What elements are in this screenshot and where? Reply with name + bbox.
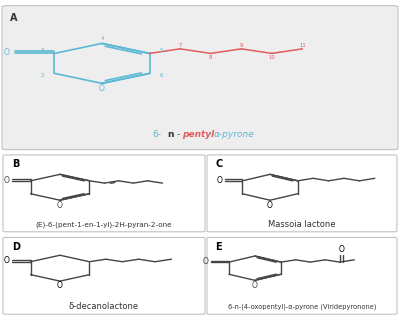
Text: 6-: 6-	[152, 130, 162, 139]
FancyBboxPatch shape	[3, 237, 205, 314]
Text: O: O	[252, 281, 258, 290]
Text: pentyl: pentyl	[182, 130, 215, 139]
FancyBboxPatch shape	[207, 237, 397, 314]
Text: α-pyrone: α-pyrone	[214, 130, 255, 139]
Text: -: -	[176, 130, 179, 139]
Text: 2: 2	[41, 73, 44, 78]
Text: 8: 8	[209, 55, 212, 60]
Text: O: O	[57, 201, 63, 210]
Text: C: C	[216, 159, 223, 169]
Text: O: O	[216, 176, 222, 184]
Text: 9: 9	[240, 43, 243, 48]
Text: 3: 3	[41, 49, 44, 54]
Text: 6: 6	[160, 73, 163, 78]
FancyBboxPatch shape	[207, 155, 397, 232]
Text: δ-decanolactone: δ-decanolactone	[69, 302, 139, 312]
Text: D: D	[12, 242, 20, 252]
Text: O: O	[203, 257, 209, 266]
Text: E: E	[216, 242, 222, 252]
Text: (E)-6-(pent-1-en-1-yl)-2H-pyran-2-one: (E)-6-(pent-1-en-1-yl)-2H-pyran-2-one	[36, 221, 172, 228]
FancyBboxPatch shape	[2, 6, 398, 150]
Text: A: A	[10, 14, 17, 23]
Text: n: n	[168, 130, 174, 139]
Text: O: O	[3, 176, 9, 184]
Text: O: O	[57, 281, 63, 290]
Text: O: O	[338, 245, 344, 255]
Text: B: B	[12, 159, 19, 169]
Text: O: O	[267, 201, 273, 210]
Text: O: O	[99, 84, 105, 93]
Text: Massoia lactone: Massoia lactone	[268, 220, 336, 229]
Text: 10: 10	[268, 55, 275, 60]
Text: 5: 5	[160, 49, 163, 54]
Text: -: -	[208, 130, 211, 139]
Text: 6-n-(4-oxopentyl)-α-pyrone (Viridepyronone): 6-n-(4-oxopentyl)-α-pyrone (Viridepyrono…	[228, 304, 376, 310]
Text: 7: 7	[178, 43, 182, 48]
Text: O: O	[3, 256, 9, 265]
Text: 11: 11	[299, 43, 306, 48]
Text: O: O	[4, 48, 9, 57]
FancyBboxPatch shape	[3, 155, 205, 232]
Text: 4: 4	[100, 36, 104, 41]
